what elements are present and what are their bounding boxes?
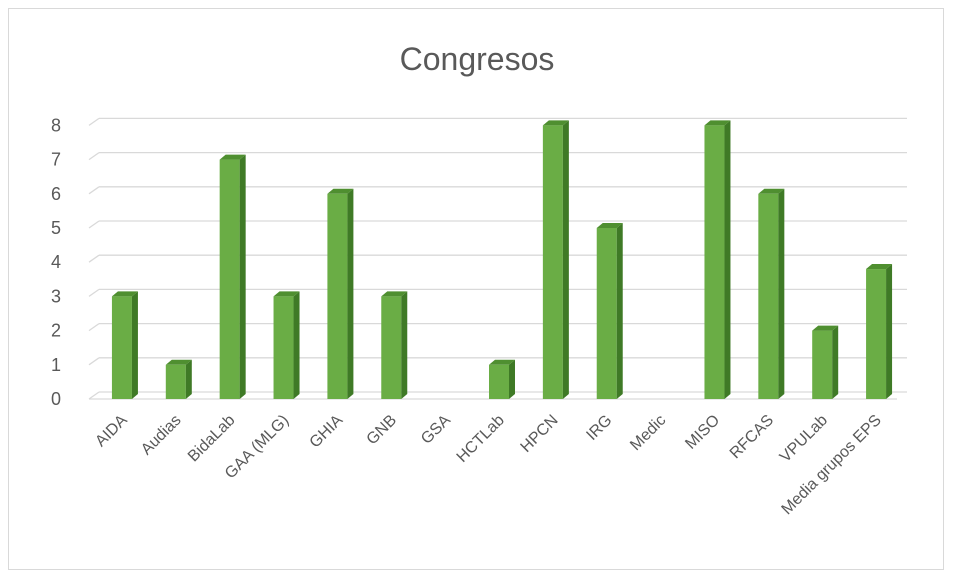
bar-top <box>542 120 569 126</box>
bar-top <box>596 223 623 228</box>
x-tick-label: GHIA <box>307 412 347 452</box>
bar-side <box>401 291 408 399</box>
bar-top <box>165 359 192 365</box>
bar <box>165 364 186 399</box>
x-tick-label: MISO <box>682 412 723 453</box>
bar-top <box>273 291 300 297</box>
bar-side <box>616 223 623 399</box>
bar-top <box>381 291 408 297</box>
gridline-depth <box>88 117 100 126</box>
x-tick-label: AIDA <box>92 412 131 451</box>
bar-side <box>185 359 192 399</box>
y-tick-label: 6 <box>51 184 61 204</box>
y-tick-label: 3 <box>51 286 61 306</box>
bar-top <box>866 264 893 270</box>
y-tick-label: 7 <box>51 150 61 170</box>
y-tick-label: 5 <box>51 218 61 238</box>
bar-top <box>111 291 138 297</box>
bar-side <box>886 264 893 399</box>
y-tick-label: 4 <box>51 252 61 272</box>
bar <box>542 125 563 400</box>
y-tick-label: 0 <box>51 389 61 409</box>
gridline-depth <box>88 220 100 229</box>
bar <box>866 269 887 399</box>
bar <box>758 193 779 399</box>
gridline-depth <box>88 254 100 263</box>
bar-side <box>562 120 569 400</box>
x-tick-label: Audias <box>138 412 185 459</box>
bar <box>219 159 240 399</box>
bar-top <box>812 325 839 331</box>
gridline-depth <box>88 357 100 366</box>
bar-top <box>219 154 246 160</box>
gridline-depth <box>88 323 100 332</box>
bar <box>812 330 833 399</box>
x-tick-label: HPCN <box>518 412 562 456</box>
bar <box>489 364 509 399</box>
gridline-depth <box>88 186 100 195</box>
bar <box>596 228 617 399</box>
bar-top <box>489 359 515 365</box>
y-tick-label: 2 <box>51 321 61 341</box>
bar-side <box>724 120 731 400</box>
x-tick-label: Media grupos EPS <box>779 412 885 518</box>
bar-side <box>347 188 354 399</box>
bar-side <box>239 154 246 399</box>
gridline-depth <box>88 288 100 297</box>
x-tick-label: BidaLab <box>185 412 239 466</box>
bar-side <box>131 291 138 399</box>
y-tick-label: 1 <box>51 355 61 375</box>
bar-side <box>293 291 300 399</box>
chart-title: Congresos <box>399 41 555 77</box>
bar <box>381 296 402 399</box>
bar-top <box>327 188 354 194</box>
bar-side <box>778 188 785 399</box>
bar <box>273 296 294 399</box>
chart-area: Congresos 0 1 2 3 4 5 6 7 8 AIDA Audias BidaLab GAA … <box>8 8 944 570</box>
bar-top <box>704 120 731 126</box>
bar-side <box>832 325 839 399</box>
bar-top <box>758 188 785 194</box>
x-tick-label: HCTLab <box>454 412 508 466</box>
x-tick-label: GSA <box>418 412 454 448</box>
bar <box>111 296 132 399</box>
x-tick-label: RFCAS <box>727 412 777 462</box>
x-tick-label: GNB <box>364 412 401 449</box>
x-tick-label: IRG <box>583 412 615 444</box>
y-tick-label: 8 <box>51 115 61 135</box>
gridline-depth <box>88 391 100 400</box>
bar <box>327 193 348 399</box>
x-tick-label: Medic <box>627 412 669 454</box>
bar <box>704 125 725 400</box>
bar-side <box>509 359 515 399</box>
gridline-depth <box>88 152 100 161</box>
x-tick-label: VPULab <box>777 412 831 466</box>
